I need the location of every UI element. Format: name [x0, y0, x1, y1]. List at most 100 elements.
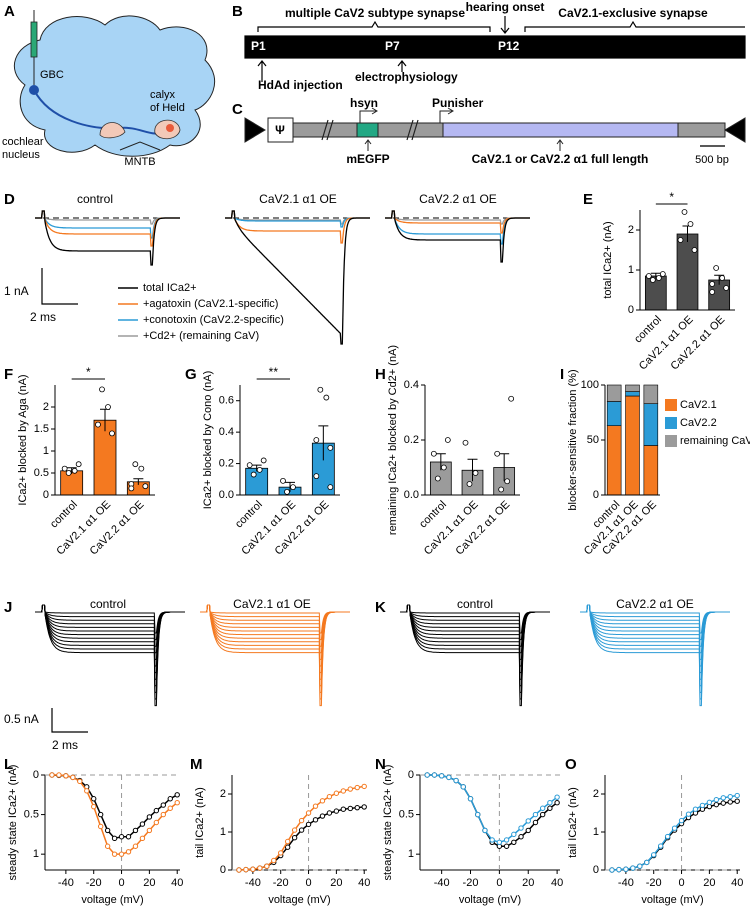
- data-point: [532, 811, 539, 818]
- scale-label: 1 nA: [4, 284, 29, 298]
- data-point: [243, 866, 249, 873]
- data-point: [511, 839, 517, 845]
- data-point: [467, 796, 474, 802]
- scale-label: 500 bp: [695, 154, 729, 166]
- data-point: [340, 806, 347, 812]
- construct-label: mEGFP: [346, 152, 389, 166]
- data-point: [361, 804, 367, 810]
- diagram-label: MNTB: [124, 156, 155, 168]
- panel-label: F: [4, 366, 13, 383]
- current-trace: [35, 210, 180, 247]
- x-tick-label: 0: [305, 877, 311, 889]
- x-tick-label: 20: [330, 877, 342, 889]
- scale-bar: [41, 268, 78, 305]
- x-tick-label: 40: [731, 877, 743, 889]
- y-tick-label: 0: [408, 769, 414, 781]
- legend-label: total ICa2+: [143, 282, 197, 294]
- data-point: [539, 811, 546, 818]
- y-tick-label: 0.4: [404, 379, 419, 391]
- diagram-label: GBC: [40, 69, 64, 81]
- data-point: [508, 395, 515, 402]
- series-line: [427, 774, 558, 844]
- significance-label: *: [86, 365, 91, 379]
- data-point: [313, 437, 320, 443]
- data-point: [651, 852, 657, 858]
- panel-label: A: [4, 3, 15, 20]
- data-point: [547, 800, 553, 806]
- data-point: [440, 464, 447, 471]
- error-bar: [435, 453, 446, 471]
- data-point: [438, 773, 445, 779]
- data-point: [290, 484, 296, 491]
- series-line: [427, 774, 558, 847]
- series-line: [238, 806, 365, 871]
- data-point: [333, 790, 340, 796]
- y-tick-label: 2: [628, 224, 634, 236]
- data-point: [128, 485, 135, 492]
- x-tick-label: 0: [118, 877, 124, 889]
- bar: [245, 467, 269, 496]
- panel-label: K: [375, 599, 386, 616]
- data-point: [637, 863, 643, 869]
- y-tick-label: 0.2: [404, 434, 419, 446]
- data-point: [319, 813, 326, 819]
- error-bar: [467, 458, 478, 482]
- series-line: [611, 800, 738, 871]
- x-tick-label: 20: [522, 877, 534, 889]
- trace-title: control: [457, 597, 493, 611]
- y-tick-label: 0.4: [219, 426, 234, 438]
- data-point: [685, 811, 692, 817]
- data-point: [167, 805, 173, 811]
- y-tick-label: 2: [220, 788, 226, 800]
- data-point: [482, 827, 488, 834]
- data-point: [77, 778, 83, 785]
- data-point: [460, 784, 466, 790]
- data-point: [49, 772, 55, 778]
- data-point: [146, 827, 153, 834]
- data-point: [518, 825, 524, 831]
- data-point: [453, 777, 459, 784]
- brain-diagram: [13, 10, 216, 157]
- current-trace: [400, 604, 550, 707]
- data-point: [56, 772, 62, 778]
- data-point: [109, 430, 115, 437]
- legend-label: +conotoxin (CaV2.2-specific): [143, 314, 284, 326]
- data-point: [677, 237, 684, 243]
- data-point: [125, 834, 132, 840]
- x-tick-label: 40: [358, 877, 370, 889]
- data-point: [504, 478, 511, 485]
- error-bar: [133, 478, 144, 485]
- y-tick-label: 0.0: [219, 489, 234, 501]
- data-point: [655, 275, 662, 281]
- bar-segment: [606, 401, 622, 427]
- data-point: [305, 810, 312, 816]
- y-tick-label: 100: [581, 379, 599, 391]
- significance-label: *: [669, 190, 674, 204]
- error-bar: [318, 425, 329, 461]
- data-point: [111, 835, 118, 842]
- data-point: [313, 473, 320, 480]
- y-tick-label: 1.5: [34, 423, 49, 435]
- data-point: [284, 844, 291, 850]
- timeline-label: multiple CaV2 subtype synapse: [285, 6, 465, 20]
- legend-label: remaining CaV: [680, 435, 750, 447]
- data-point: [280, 477, 286, 484]
- y-tick-label: 0.5: [24, 808, 39, 820]
- legend-swatch: [665, 435, 677, 447]
- data-point: [354, 784, 360, 791]
- data-point: [430, 450, 437, 457]
- timeline-label: HdAd injection: [258, 78, 343, 92]
- data-point: [264, 863, 270, 869]
- y-tick-label: 1: [628, 264, 634, 276]
- legend-label: CaV2.2: [680, 417, 717, 429]
- current-trace: [385, 210, 530, 263]
- x-tick-label: -20: [646, 877, 662, 889]
- data-point: [323, 394, 330, 401]
- x-tick-label: -40: [618, 877, 634, 889]
- legend-label: +agatoxin (CaV2.1-specific): [143, 298, 278, 310]
- data-point: [104, 843, 111, 849]
- data-point: [340, 788, 347, 794]
- data-point: [489, 837, 495, 843]
- data-point: [518, 834, 524, 840]
- data-point: [424, 772, 430, 778]
